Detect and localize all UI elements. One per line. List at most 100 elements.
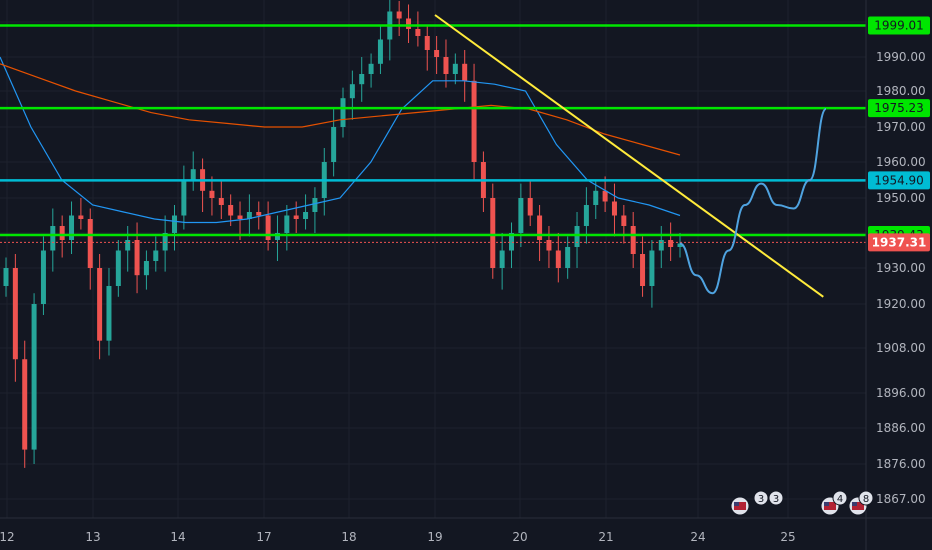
level-price-tag bbox=[868, 99, 930, 118]
candle-body bbox=[59, 226, 65, 240]
time-tick-label: 24 bbox=[690, 530, 705, 544]
price-tick-label: 1896.00 bbox=[876, 386, 926, 400]
candle-body bbox=[31, 304, 37, 450]
candle-body bbox=[134, 240, 140, 276]
price-axis-background bbox=[866, 0, 932, 550]
candle-body bbox=[602, 190, 608, 202]
candle-body bbox=[78, 215, 84, 219]
candle-body bbox=[190, 169, 196, 180]
time-axis[interactable]: 12 13 14 17 18 19 20 21 24 25 bbox=[0, 517, 932, 544]
level-price-tag bbox=[868, 16, 930, 35]
level-price-text: 1975.23 bbox=[874, 101, 924, 115]
candle-body bbox=[312, 198, 318, 212]
time-tick-label: 17 bbox=[256, 530, 271, 544]
grid bbox=[0, 0, 866, 518]
level-price-tag bbox=[868, 171, 930, 190]
candle-body bbox=[630, 226, 636, 254]
us-flag-icon-stripe bbox=[824, 502, 836, 510]
candle-body bbox=[40, 250, 46, 304]
candles bbox=[3, 0, 683, 468]
candle-body bbox=[3, 268, 9, 286]
candle-body bbox=[574, 226, 580, 247]
candle-body bbox=[97, 268, 103, 341]
time-tick-label: 20 bbox=[512, 530, 527, 544]
price-tick-label: 1950.00 bbox=[876, 191, 926, 205]
candle-body bbox=[621, 215, 627, 226]
time-tick-label: 18 bbox=[341, 530, 356, 544]
forecast-path bbox=[679, 108, 827, 295]
candle-body bbox=[303, 212, 309, 219]
price-tick-label: 1876.00 bbox=[876, 457, 926, 471]
candle-body bbox=[499, 250, 505, 268]
candle-body bbox=[583, 205, 589, 226]
candle-body bbox=[218, 198, 224, 205]
ma-blue-line bbox=[0, 56, 681, 224]
candle-body bbox=[452, 63, 458, 74]
time-tick-label: 14 bbox=[170, 530, 185, 544]
event-count-badge bbox=[832, 490, 848, 506]
level-price-text: 1999.01 bbox=[874, 18, 924, 32]
candle-body bbox=[658, 240, 664, 251]
candle-body bbox=[162, 233, 168, 251]
candle-body bbox=[490, 198, 496, 268]
candle-body bbox=[555, 250, 561, 268]
candle-body bbox=[106, 286, 112, 341]
candle-body bbox=[12, 268, 18, 360]
level-price-text: 1954.90 bbox=[874, 173, 924, 187]
candle-body bbox=[509, 233, 514, 251]
candle-body bbox=[50, 226, 56, 251]
event-count-badge bbox=[768, 490, 784, 506]
candle-body bbox=[424, 36, 430, 50]
us-flag-icon-stripe bbox=[852, 502, 864, 510]
event-count-text: 8 bbox=[863, 494, 869, 505]
price-tick-label: 1960.00 bbox=[876, 155, 926, 169]
candle-body bbox=[471, 80, 477, 162]
candle-body bbox=[143, 261, 149, 276]
candle-body bbox=[237, 215, 243, 219]
price-tick-label: 1867.00 bbox=[876, 492, 926, 506]
candle-body bbox=[349, 84, 355, 99]
candle-body bbox=[340, 98, 346, 127]
us-flag-icon-stripe bbox=[734, 502, 746, 510]
candle-body bbox=[611, 201, 617, 216]
candle-body bbox=[274, 233, 280, 240]
candle-body bbox=[331, 127, 337, 162]
candle-body bbox=[377, 39, 383, 64]
candle-body bbox=[172, 215, 177, 233]
candle-body bbox=[368, 63, 374, 74]
candle-body bbox=[537, 215, 543, 240]
candle-body bbox=[640, 254, 646, 286]
candle-body bbox=[22, 359, 28, 450]
price-tick-label: 1980.00 bbox=[876, 84, 926, 98]
trendline bbox=[434, 14, 824, 298]
current-price-text: 1937.31 bbox=[872, 235, 927, 249]
candle-body bbox=[593, 190, 599, 205]
moving-averages bbox=[0, 56, 681, 224]
candle-body bbox=[284, 215, 290, 233]
price-tick-label: 1908.00 bbox=[876, 341, 926, 355]
candle-body bbox=[668, 240, 674, 247]
time-tick-label: 25 bbox=[780, 530, 795, 544]
candle-body bbox=[518, 198, 524, 233]
candle-body bbox=[228, 205, 234, 216]
price-axis[interactable]: 1867.00 1876.00 1886.00 1896.00 1908.00 1920.… bbox=[876, 50, 926, 506]
horizontal-levels bbox=[0, 24, 866, 243]
candle-body bbox=[69, 215, 75, 240]
time-tick-label: 13 bbox=[85, 530, 100, 544]
candle-body bbox=[256, 212, 262, 216]
price-tick-label: 1920.00 bbox=[876, 297, 926, 311]
us-flag-icon-canton bbox=[824, 502, 829, 506]
event-count-text: 3 bbox=[758, 494, 764, 505]
candle-body bbox=[565, 247, 571, 268]
us-flag-icon-canton bbox=[734, 502, 739, 506]
time-tick-label: 12 bbox=[0, 530, 15, 544]
event-count-badge bbox=[753, 490, 769, 506]
us-flag-icon-canton bbox=[852, 502, 857, 506]
candle-body bbox=[434, 50, 440, 57]
event-count-text: 3 bbox=[773, 494, 779, 505]
candle-body bbox=[546, 240, 552, 251]
